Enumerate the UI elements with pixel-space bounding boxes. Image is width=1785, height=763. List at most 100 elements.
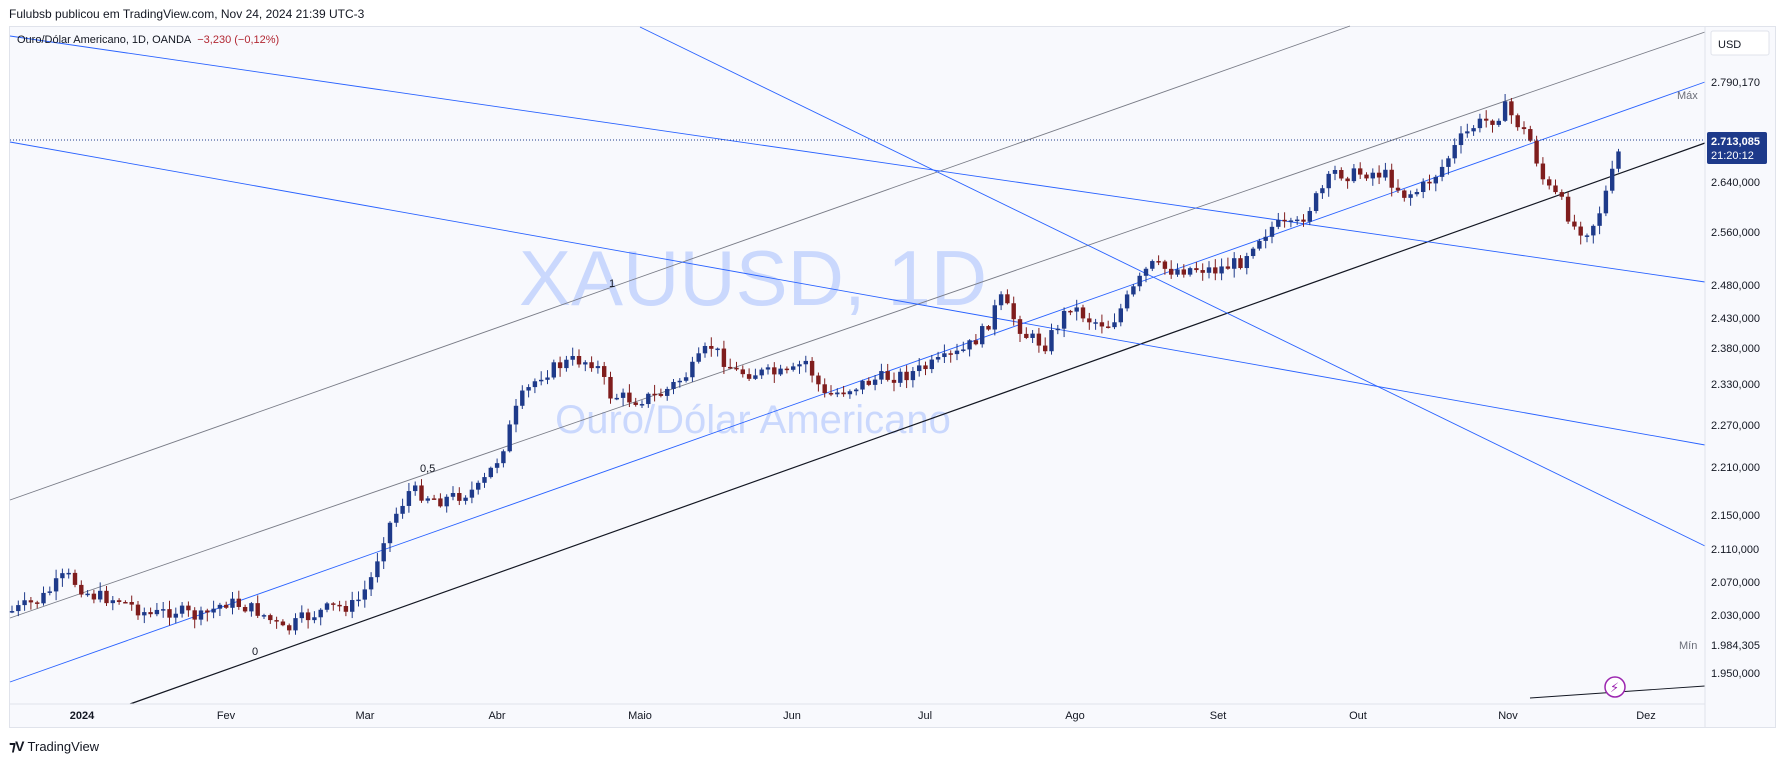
- candle-body: [1326, 173, 1331, 189]
- candle-body: [431, 498, 437, 500]
- channel-mid[interactable]: [9, 31, 1706, 619]
- candle-body: [822, 384, 827, 394]
- trend-drawings[interactable]: 00,51: [9, 25, 1706, 705]
- candle-body: [205, 610, 210, 613]
- candle-body: [1458, 133, 1464, 146]
- candle-body: [784, 368, 790, 371]
- candle-body: [1118, 308, 1123, 323]
- candle-body: [1162, 261, 1168, 269]
- candle-body: [1572, 221, 1577, 227]
- price-axis[interactable]: 2.790,170 2.640,000 2.560,000 2.480,000 2.43…: [1711, 77, 1760, 680]
- candle-body: [721, 348, 727, 367]
- candle-body: [879, 371, 884, 380]
- candle-body: [1295, 219, 1300, 222]
- candle-body: [198, 610, 204, 620]
- currency-box[interactable]: [1710, 30, 1770, 56]
- candle-body: [476, 482, 481, 490]
- candle-body: [305, 612, 311, 621]
- candle-body: [646, 393, 651, 405]
- candle-body: [362, 589, 367, 600]
- candle-body: [532, 381, 538, 388]
- candle-body: [696, 353, 701, 362]
- candle-body: [482, 477, 487, 483]
- candle-body: [1043, 345, 1048, 352]
- candle-body: [1584, 235, 1590, 237]
- candle-body: [261, 615, 267, 617]
- candle-body: [1427, 181, 1432, 184]
- downtrend-upper[interactable]: [9, 35, 1706, 283]
- candle-body: [192, 610, 197, 620]
- candle-body: [123, 601, 128, 604]
- candle-body: [526, 387, 531, 391]
- candle-body: [438, 498, 443, 507]
- chart-frame[interactable]: [9, 26, 1776, 728]
- candle-body: [224, 604, 229, 608]
- candle-body: [1143, 268, 1149, 276]
- lightning-icon[interactable]: [1604, 676, 1626, 698]
- downtrend-mid[interactable]: [9, 141, 1706, 446]
- symbol-legend[interactable]: Ouro/Dólar Americano, 1D, OANDA −3,230 (…: [17, 34, 279, 46]
- fib-label: 1: [609, 278, 615, 290]
- candle-body: [1446, 158, 1451, 167]
- last-price-value: 2.713,085: [1711, 136, 1760, 148]
- candle-body: [274, 620, 279, 622]
- candle-body: [66, 572, 71, 575]
- candle-body: [791, 366, 796, 370]
- channel-blue-inner[interactable]: [9, 81, 1706, 683]
- candle-body: [942, 353, 947, 358]
- downtrend-lower[interactable]: [639, 26, 1706, 547]
- candle-body: [1332, 169, 1338, 174]
- candle-body: [1616, 151, 1621, 169]
- candle-body: [53, 578, 59, 592]
- price-tick: 2.270,000: [1711, 420, 1760, 432]
- candle-body: [488, 467, 493, 478]
- candle-body: [595, 366, 601, 369]
- candle-body: [1320, 188, 1325, 194]
- candle-body: [1383, 169, 1388, 178]
- candle-body: [715, 348, 720, 351]
- tradingview-logo[interactable]: ⁊V TradingView: [9, 738, 99, 755]
- candle-body: [1502, 101, 1508, 121]
- candle-body: [1465, 131, 1470, 134]
- candle-body: [665, 388, 670, 396]
- candle-body: [381, 543, 386, 562]
- candle-body: [161, 609, 166, 611]
- candle-body: [1578, 226, 1583, 236]
- candle-body: [690, 361, 695, 378]
- candle-body: [47, 591, 52, 593]
- candle-body: [1219, 266, 1224, 274]
- candle-body: [1521, 127, 1527, 130]
- candle-body: [1313, 193, 1319, 211]
- time-tick: Jul: [918, 710, 932, 722]
- candle-body: [1169, 268, 1174, 275]
- candle-body: [986, 326, 991, 330]
- time-axis[interactable]: 2024 Fev Mar Abr Maio Jun Jul Ago Set Out Nov Dez: [70, 710, 1656, 722]
- candle-body: [28, 600, 34, 603]
- trendline-base[interactable]: [129, 142, 1706, 705]
- candle-body: [287, 625, 292, 631]
- candle-body: [828, 393, 834, 395]
- candle-body: [1610, 168, 1615, 191]
- candle-body: [1124, 294, 1130, 309]
- candle-body: [142, 612, 147, 616]
- candle-body: [1011, 303, 1016, 320]
- candle-body: [1276, 219, 1281, 227]
- candle-body: [173, 613, 178, 618]
- candle-body: [1017, 319, 1023, 334]
- candle-body: [1414, 192, 1420, 195]
- time-tick: Ago: [1065, 710, 1085, 722]
- candle-body: [1150, 261, 1155, 269]
- candle-body: [1232, 258, 1237, 269]
- channel-upper-outer[interactable]: [9, 25, 1351, 501]
- candle-body: [564, 359, 569, 369]
- candle-body: [765, 367, 771, 370]
- price-tick: 2.790,170: [1711, 77, 1760, 89]
- min-label: Mín: [1679, 640, 1697, 652]
- legend-symbol: Ouro/Dólar Americano, 1D, OANDA: [17, 34, 192, 46]
- candle-body: [797, 364, 802, 367]
- candle-body: [211, 608, 216, 613]
- candle-body: [929, 359, 934, 370]
- candle-body: [507, 424, 512, 452]
- candle-body: [129, 602, 134, 605]
